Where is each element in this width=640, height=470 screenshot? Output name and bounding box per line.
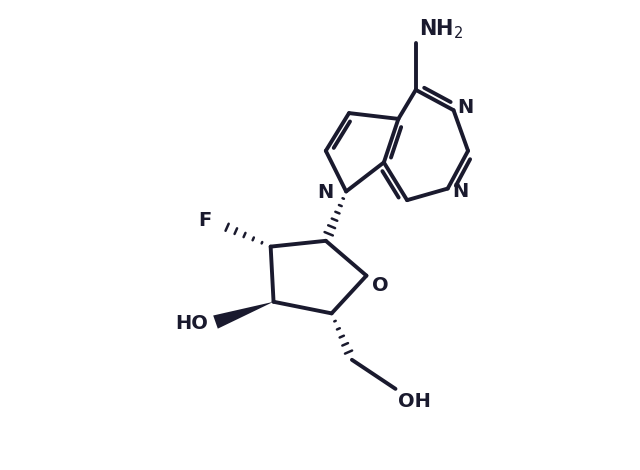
Text: N: N — [317, 183, 333, 202]
Text: N: N — [452, 182, 468, 201]
Text: NH$_2$: NH$_2$ — [419, 17, 463, 40]
Text: OH: OH — [398, 392, 431, 411]
Text: N: N — [458, 98, 474, 117]
Text: F: F — [198, 211, 211, 230]
Text: O: O — [372, 276, 389, 295]
Polygon shape — [213, 302, 273, 329]
Text: HO: HO — [175, 314, 209, 333]
